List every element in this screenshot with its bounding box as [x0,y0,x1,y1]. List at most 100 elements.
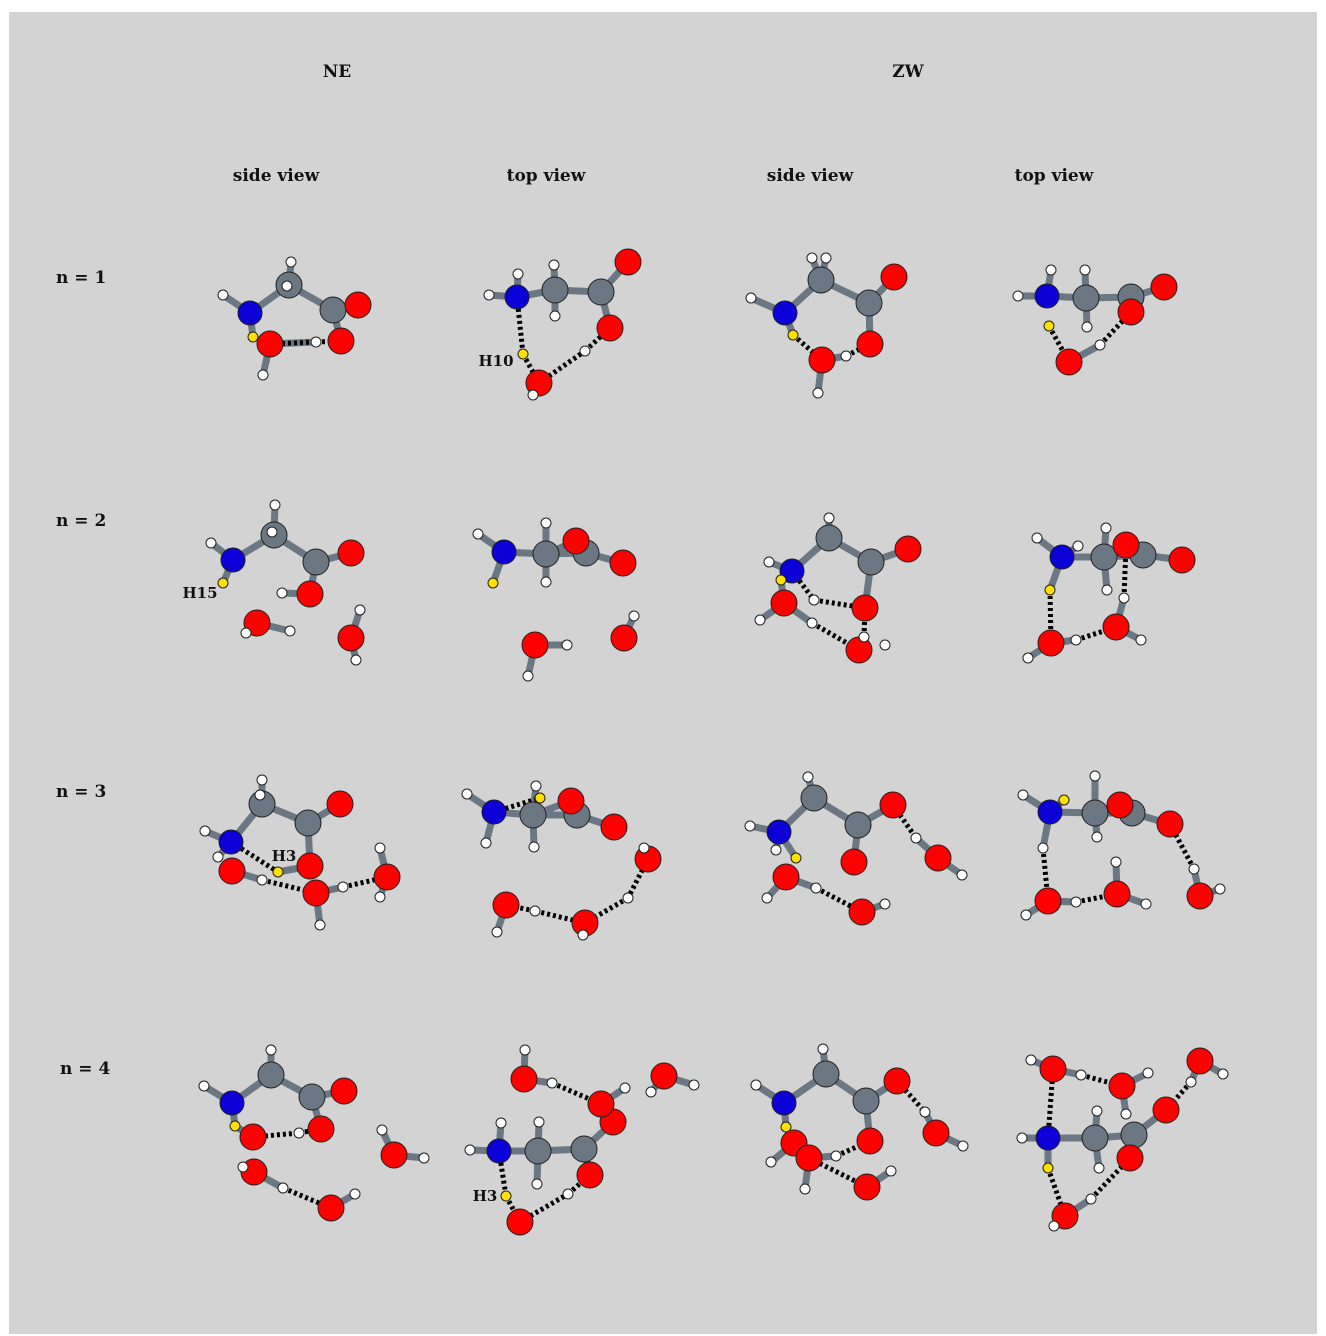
hydrogen-atom [257,369,269,381]
hydrogen-atom [549,310,561,322]
atom-label-h15: H15 [182,584,218,602]
nitrogen-atom [1035,1125,1061,1151]
hydrogen-atom [240,627,252,639]
nitrogen-atom [771,1090,797,1116]
hydrogen-atom [1081,321,1093,333]
hydrogen-atom [817,1043,829,1055]
labeled-hydrogen-atom [787,329,799,341]
hydrogen-atom [1101,584,1113,596]
view-label-zw-side: side view [766,166,854,186]
oxygen-atom [894,535,922,563]
hydrogen-atom [910,832,922,844]
hydrogen-atom [957,1140,969,1152]
carbon-atom [815,524,843,552]
hydrogen-atom [217,289,229,301]
oxygen-atom [596,314,624,342]
hydrogen-atom [529,905,541,917]
labeled-hydrogen-atom [517,348,529,360]
hydrogen-atom [1091,831,1103,843]
view-label-ne-side: side view [232,166,320,186]
oxygen-atom [1108,1072,1136,1100]
oxygen-atom [1186,1047,1214,1075]
atom-label-h10: H10 [478,352,514,370]
oxygen-atom [1039,1055,1067,1083]
oxygen-atom [853,1173,881,1201]
carbon-atom [855,289,883,317]
row-label-n2: n = 2 [56,511,107,531]
oxygen-atom [243,609,271,637]
hydrogen-atom [765,1156,777,1168]
hydrogen-atom [885,1165,897,1177]
row-label-n3: n = 3 [56,782,107,802]
labeled-hydrogen-atom [775,574,787,586]
hydrogen-atom [1070,634,1082,646]
hydrogen-atom [1031,532,1043,544]
nitrogen-atom [481,799,507,825]
oxygen-atom [808,346,836,374]
oxygen-atom [1051,1202,1079,1230]
hydrogen-atom [548,259,560,271]
oxygen-atom [296,852,324,880]
oxygen-atom [256,330,284,358]
hydrogen-atom [1214,883,1226,895]
hydrogen-atom [754,614,766,626]
oxygen-atom [1156,810,1184,838]
oxygen-atom [302,879,330,907]
oxygen-atom [317,1194,345,1222]
oxygen-atom [770,589,798,617]
hydrogen-atom [1072,540,1084,552]
nitrogen-atom [218,829,244,855]
oxygen-atom [1037,629,1065,657]
oxygen-atom [1102,613,1130,641]
oxygen-atom [879,791,907,819]
nitrogen-atom [1034,283,1060,309]
hydrogen-bond [1075,891,1118,905]
hydrogen-atom [281,280,293,292]
hydrogen-atom [205,537,217,549]
oxygen-atom [510,1065,538,1093]
labeled-hydrogen-atom [1042,1162,1054,1174]
oxygen-atom [380,1141,408,1169]
labeled-hydrogen-atom [217,577,229,589]
hydrogen-atom [1089,770,1101,782]
carbon-atom [807,266,835,294]
hydrogen-atom [1094,339,1106,351]
oxygen-atom [614,248,642,276]
oxygen-atom [337,539,365,567]
oxygen-atom [609,549,637,577]
hydrogen-atom [823,512,835,524]
hydrogen-atom [1020,909,1032,921]
hydrogen-atom [461,788,473,800]
hydrogen-atom [354,604,366,616]
carbon-atom [857,548,885,576]
oxygen-atom [330,1077,358,1105]
carbon-atom [1081,1124,1109,1152]
oxygen-atom [307,1115,335,1143]
hydrogen-atom [579,345,591,357]
hydrogen-atom [561,639,573,651]
hydrogen-atom [350,654,362,666]
hydrogen-atom [745,292,757,304]
oxygen-atom [1112,531,1140,559]
hydrogen-atom [956,869,968,881]
hydrogen-atom [199,825,211,837]
carbon-atom [1120,1121,1148,1149]
carbon-atom [852,1087,880,1115]
group-label-ne: NE [322,62,352,82]
hydrogen-atom [1093,1162,1105,1174]
hydrogen-atom [750,1079,762,1091]
oxygen-atom [880,263,908,291]
oxygen-atom [506,1208,534,1236]
hydrogen-atom [645,1086,657,1098]
oxygen-atom [337,624,365,652]
carbon-atom [257,1061,285,1089]
hydrogen-atom [1016,1132,1028,1144]
hydrogen-atom [546,1077,558,1089]
oxygen-atom [525,369,553,397]
carbon-atom [319,296,347,324]
hydrogen-atom [879,639,891,651]
oxygen-atom [600,813,628,841]
nitrogen-atom [779,558,805,584]
oxygen-atom [587,1090,615,1118]
